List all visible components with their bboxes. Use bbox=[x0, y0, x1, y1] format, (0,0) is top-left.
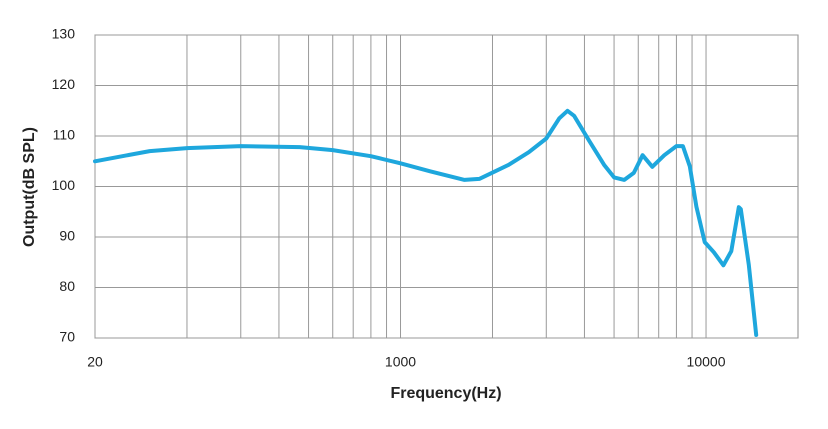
y-tick-label: 70 bbox=[59, 329, 75, 345]
line-series bbox=[93, 108, 759, 337]
y-tick-label: 130 bbox=[52, 26, 76, 42]
x-tick-label: 10000 bbox=[687, 354, 726, 370]
y-tick-label: 90 bbox=[59, 228, 75, 244]
y-axis-title: Output(dB SPL) bbox=[21, 127, 38, 247]
y-tick-label: 100 bbox=[52, 177, 76, 193]
x-tick-label: 20 bbox=[87, 354, 103, 370]
x-axis-title: Frequency(Hz) bbox=[390, 385, 501, 402]
x-tick-label: 1000 bbox=[385, 354, 416, 370]
y-tick-label: 120 bbox=[52, 76, 76, 92]
y-tick-label: 80 bbox=[59, 278, 75, 294]
y-tick-label: 110 bbox=[53, 127, 76, 143]
